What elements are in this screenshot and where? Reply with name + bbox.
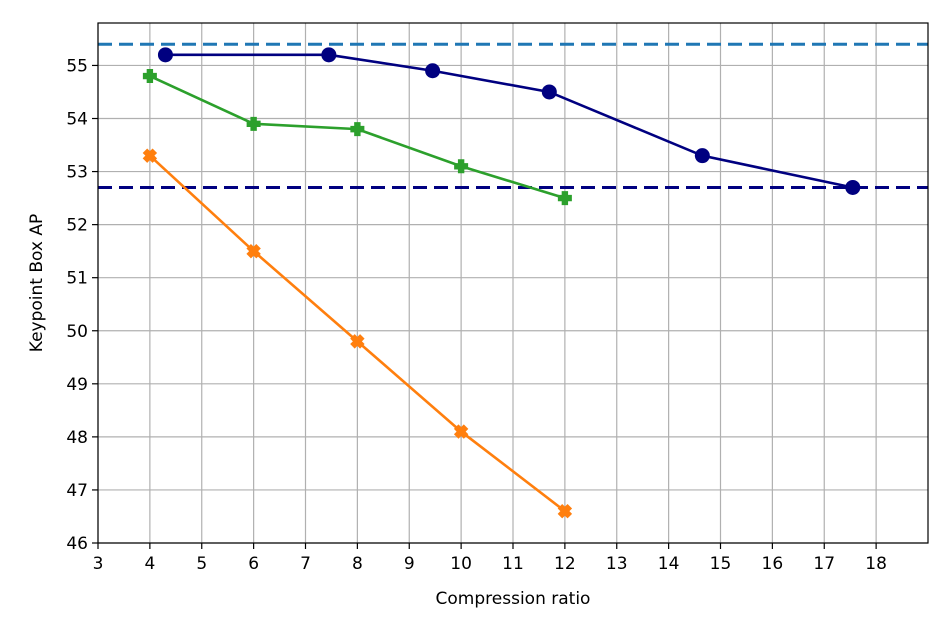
x-tick-label: 14 (658, 554, 680, 574)
x-tick-label: 10 (450, 554, 472, 574)
y-tick-label: 47 (66, 481, 88, 501)
grid (97, 23, 928, 544)
y-tick-label: 52 (66, 216, 88, 236)
reference-lines (98, 42, 928, 189)
x-tick-label: 13 (606, 554, 628, 574)
x-tick-label: 7 (300, 554, 311, 574)
data-point (694, 148, 710, 164)
x-tick-label: 18 (865, 554, 887, 574)
x-axis-label: Compression ratio (436, 589, 591, 609)
x-tick-label: 9 (404, 554, 415, 574)
x-tick-label: 5 (196, 554, 207, 574)
data-point (246, 243, 261, 259)
data-point (321, 47, 337, 63)
x-tick-label: 4 (144, 554, 155, 574)
series-group (142, 47, 861, 519)
data-point (557, 191, 572, 206)
x-tick-label: 15 (710, 554, 732, 574)
y-tick-label: 54 (66, 110, 88, 130)
data-point (454, 159, 469, 174)
x-tick-label: 8 (352, 554, 363, 574)
data-point (350, 122, 365, 137)
x-tick-label: 6 (248, 554, 259, 574)
y-tick-label: 48 (66, 428, 88, 448)
data-point (557, 503, 573, 519)
data-point (246, 116, 261, 131)
x-tick-label: 3 (93, 554, 104, 574)
data-point (453, 424, 469, 439)
y-tick-label: 53 (66, 163, 88, 183)
x-tick-label: 12 (554, 554, 576, 574)
y-tick-label: 49 (66, 375, 88, 395)
series-0 (157, 47, 861, 195)
y-tick-label: 50 (66, 322, 88, 342)
y-tick-label: 46 (66, 534, 88, 554)
x-axis: 3 4 5 6 7 8 9 10 11 12 13 14 15 16 17 18 (93, 543, 887, 574)
data-point (157, 47, 173, 63)
series-line (165, 53, 854, 189)
series-1 (142, 69, 572, 206)
y-tick-label: 51 (66, 269, 88, 289)
y-axis-label: Keypoint Box AP (27, 214, 47, 352)
x-tick-label: 16 (762, 554, 784, 574)
y-axis: 46 47 48 49 50 51 52 53 54 55 (66, 56, 98, 554)
data-point (142, 69, 157, 84)
data-point (425, 63, 441, 79)
data-point (142, 148, 158, 163)
x-tick-label: 11 (502, 554, 524, 574)
data-point (845, 179, 861, 195)
series-2 (142, 148, 573, 519)
data-point (541, 84, 557, 100)
x-tick-label: 17 (813, 554, 835, 574)
data-point (350, 334, 365, 349)
y-tick-label: 55 (66, 56, 88, 76)
